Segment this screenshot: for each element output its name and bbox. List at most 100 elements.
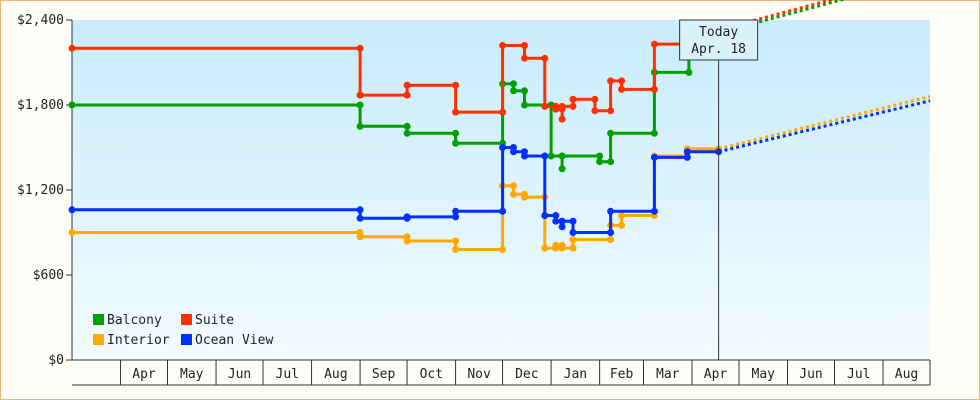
data-point-balcony [510,87,517,95]
data-point-interior [618,221,626,229]
x-tick-label: Dec [515,367,538,382]
data-point-ocean-view [68,206,76,214]
x-tick-label: Oct [420,367,443,382]
legend-item-ocean-view: Ocean View [181,333,273,348]
data-point-suite [403,81,411,89]
data-point-interior [452,246,460,253]
data-point-ocean-view [569,217,577,225]
x-tick-label: Feb [610,367,634,382]
legend-item-balcony: Balcony [93,313,162,328]
data-point-suite [452,81,460,89]
data-point-balcony [607,158,615,166]
data-point-suite [541,54,549,62]
today-label-line1: Today [699,25,738,40]
data-point-interior [558,244,566,252]
series-line-interior [72,147,719,251]
data-point-interior [541,244,549,252]
data-point-interior [607,236,615,244]
data-point-suite [558,102,566,110]
data-point-balcony [510,80,517,88]
data-point-suite [607,107,615,115]
plot-background [72,20,930,360]
data-point-balcony [452,129,460,137]
data-point-suite [607,77,615,85]
forecast-line-interior [718,95,931,151]
data-point-interior [452,237,460,245]
data-point-ocean-view [452,213,460,221]
data-point-balcony [452,139,460,147]
y-tick-label: $2,400 [17,13,64,28]
data-point-balcony [558,152,566,160]
data-point-ocean-view [356,206,364,214]
data-point-suite [499,108,507,116]
legend-label-interior: Interior [107,333,170,348]
data-point-interior [510,182,517,190]
data-point-interior [552,241,560,249]
x-tick-label: Nov [467,367,491,382]
data-point-suite [650,85,658,93]
legend-swatch-ocean-view [181,334,192,345]
data-point-balcony [521,87,528,95]
x-tick-label: May [180,367,204,382]
data-point-balcony [356,122,364,130]
data-point-interior [521,193,528,201]
x-tick-label: Aug [324,367,347,382]
data-point-suite [452,108,460,116]
x-tick-label: Apr [704,367,728,382]
data-point-suite [499,42,507,49]
data-point-suite [569,102,577,110]
y-tick-label: $600 [33,268,64,283]
data-point-ocean-view [558,223,566,231]
x-tick-label: Jun [228,367,251,382]
legend: Balcony Suite Interior Ocean View [93,313,273,348]
data-point-balcony [403,122,411,130]
data-point-ocean-view [499,207,507,215]
y-tick-label: $1,200 [17,183,64,198]
data-point-suite [521,54,528,62]
x-tick-label: Jul [847,367,870,382]
data-point-suite [356,44,364,52]
data-point-interior [569,244,577,252]
x-tick-label: Apr [132,367,156,382]
data-point-balcony [547,152,555,160]
data-point-interior [356,233,364,241]
data-point-suite [618,77,626,85]
data-point-balcony [685,68,693,76]
data-point-balcony [650,129,658,137]
data-point-interior [618,212,626,219]
data-point-balcony [68,101,76,109]
data-point-interior [510,190,517,198]
legend-item-suite: Suite [181,313,234,328]
data-point-ocean-view [403,213,411,221]
data-point-ocean-view [541,212,549,219]
x-tick-label: May [752,367,776,382]
data-point-ocean-view [552,217,560,225]
legend-label-suite: Suite [195,313,234,328]
data-point-ocean-view [541,152,549,160]
data-point-ocean-view [499,144,507,151]
data-point-ocean-view [607,207,615,215]
legend-item-interior: Interior [93,333,170,348]
axes: $0 $600 $1,200 $1,800 $2,400 Apr May Jun Jul Aug S… [17,13,931,386]
data-point-ocean-view [650,207,658,215]
data-point-ocean-view [650,153,658,161]
data-point-ocean-view [356,214,364,222]
data-point-ocean-view [569,229,577,236]
x-tick-label: Mar [656,367,680,382]
y-tick-label: $0 [48,353,64,368]
data-point-interior [68,229,76,236]
legend-swatch-suite [181,314,192,325]
data-point-interior [403,237,411,245]
forecast-line-ocean-view [718,99,931,154]
data-point-ocean-view [452,207,460,215]
x-tick-label: Aug [895,367,918,382]
data-point-suite [552,105,560,113]
x-tick-label: Jan [564,367,587,382]
data-point-ocean-view [558,217,566,225]
data-point-balcony [403,129,411,137]
data-point-balcony [596,152,604,160]
data-point-balcony [558,165,566,173]
data-point-balcony [607,129,615,137]
x-tick-label: Jul [276,367,299,382]
